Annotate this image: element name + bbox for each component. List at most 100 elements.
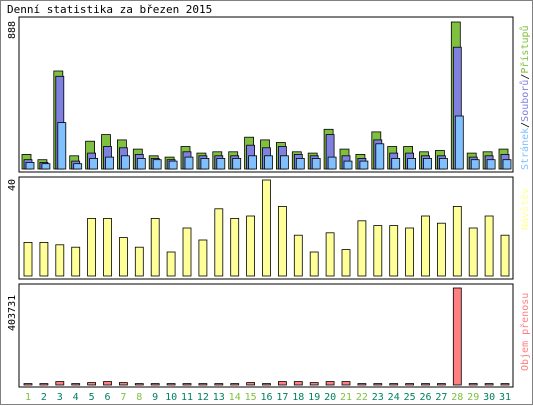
day-label-4: 4: [73, 392, 79, 403]
day-label-2: 2: [41, 392, 47, 403]
bar-stránek-day-12: [200, 157, 210, 170]
day-label-16: 16: [260, 392, 272, 403]
bar-panel2-day-30: [484, 215, 494, 277]
legend-objem-prenosu: Objem přenosu: [519, 293, 531, 371]
bar-panel2-day-25: [405, 227, 415, 277]
day-label-31: 31: [499, 392, 511, 403]
bar-panel3-day-11: [182, 383, 192, 386]
bar-panel2-day-24: [389, 225, 399, 277]
bar-panel2-day-1: [23, 241, 33, 277]
bar-stránek-day-4: [73, 163, 83, 170]
day-label-18: 18: [292, 392, 304, 403]
bar-panel3-day-18: [293, 381, 303, 386]
bar-stránek-day-19: [311, 157, 321, 170]
bar-stránek-day-25: [407, 157, 417, 170]
bar-stránek-day-13: [216, 157, 226, 170]
bar-stránek-day-17: [279, 155, 289, 170]
bar-panel2-day-10: [166, 251, 176, 277]
bar-panel3-day-6: [103, 381, 112, 386]
bar-panel2-day-15: [246, 215, 256, 277]
day-label-30: 30: [483, 392, 495, 403]
bar-stránek-day-6: [105, 156, 114, 170]
bar-panel3-day-28: [452, 287, 462, 386]
bar-stránek-day-8: [136, 157, 146, 170]
bars-layer: [21, 21, 512, 386]
bar-stránek-day-18: [295, 157, 305, 170]
bar-panel2-day-18: [293, 234, 303, 277]
bar-panel2-day-22: [357, 220, 367, 277]
bar-panel3-day-14: [230, 383, 240, 386]
bar-panel2-day-8: [134, 246, 144, 277]
day-label-5: 5: [89, 392, 95, 403]
bar-stránek-day-26: [423, 157, 432, 170]
bar-panel2-day-21: [341, 249, 351, 277]
bar-panel3-day-22: [357, 383, 367, 386]
legend-separator: /: [520, 74, 531, 80]
bar-panel3-day-27: [436, 383, 446, 386]
bar-panel3-day-2: [39, 383, 49, 386]
panel-2-frame: [18, 176, 514, 280]
day-label-1: 1: [25, 392, 31, 403]
bar-panel3-day-7: [119, 382, 128, 386]
bar-stránek-day-11: [184, 156, 194, 170]
bar-panel2-day-3: [55, 244, 65, 277]
bar-panel2-day-26: [421, 215, 430, 277]
bar-stránek-day-14: [232, 157, 242, 170]
day-label-3: 3: [57, 392, 63, 403]
day-label-7: 7: [120, 392, 126, 403]
bar-stránek-day-2: [41, 163, 51, 170]
day-label-23: 23: [372, 392, 384, 403]
bar-panel2-day-27: [436, 222, 446, 277]
day-label-10: 10: [165, 392, 177, 403]
bar-panel3-day-4: [71, 383, 81, 386]
bar-stránek-day-30: [486, 159, 496, 170]
bar-panel2-day-29: [468, 227, 478, 277]
bar-stránek-day-31: [502, 159, 512, 170]
bar-stránek-day-20: [327, 156, 337, 170]
bar-panel2-day-16: [262, 179, 271, 277]
bar-panel3-day-17: [277, 381, 287, 386]
day-label-27: 27: [435, 392, 447, 403]
day-label-15: 15: [245, 392, 257, 403]
bar-panel3-day-8: [134, 383, 144, 386]
bar-panel3-day-24: [389, 383, 399, 386]
bar-panel2-day-4: [71, 246, 81, 277]
bar-panel3-day-30: [484, 383, 494, 386]
bar-panel2-day-13: [214, 208, 224, 277]
legend-navstev: Návštěv: [519, 188, 531, 230]
bar-panel2-day-12: [198, 239, 208, 277]
bar-stránek-day-5: [89, 157, 98, 170]
day-label-14: 14: [229, 392, 241, 403]
bar-panel3-day-3: [55, 381, 65, 386]
legend-souboru: Souborů: [519, 80, 531, 122]
panel-3-frame: [18, 283, 514, 388]
bar-panel3-day-16: [262, 383, 271, 386]
bar-panel2-day-17: [277, 205, 287, 277]
day-label-9: 9: [152, 392, 158, 403]
bar-stránek-day-10: [168, 160, 178, 170]
day-label-29: 29: [467, 392, 479, 403]
bar-panel2-day-14: [230, 217, 240, 277]
legend-pristupu: Přístupů: [519, 25, 531, 73]
day-label-6: 6: [104, 392, 110, 403]
day-label-8: 8: [136, 392, 142, 403]
bar-stránek-day-15: [248, 155, 258, 170]
panel-1-ymax-label: 888: [7, 21, 18, 39]
bar-panel3-day-5: [87, 382, 96, 386]
legend-stranek: Stránek: [519, 128, 531, 170]
day-labels-layer: 1 2 3 4 5 6 7 8 9 10 11 12 13 14 15 16 17 18 19 20 21 22 23 24 2…: [25, 392, 511, 403]
bar-stránek-day-7: [121, 155, 130, 170]
bar-panel2-day-6: [103, 217, 112, 277]
day-label-28: 28: [451, 392, 463, 403]
panel-2-ymax-label: 40: [7, 179, 18, 191]
panel-1-frame: [18, 16, 514, 173]
day-label-21: 21: [340, 392, 352, 403]
bar-panel2-day-20: [325, 232, 335, 277]
bar-stránek-day-21: [343, 160, 353, 170]
day-label-26: 26: [419, 392, 431, 403]
legend-separator: /: [520, 122, 531, 128]
bar-panel3-day-19: [309, 382, 319, 386]
bar-panel2-day-31: [500, 234, 510, 277]
bar-panel3-day-21: [341, 381, 351, 386]
